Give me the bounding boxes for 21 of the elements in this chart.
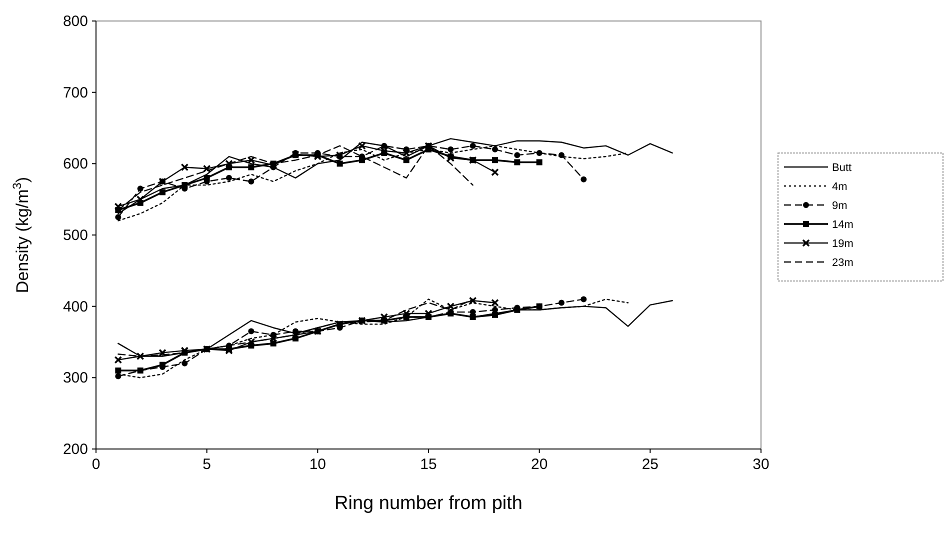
x-axis-title: Ring number from pith bbox=[334, 493, 522, 514]
x-tick-label: 30 bbox=[752, 456, 770, 473]
y-tick-label: 600 bbox=[62, 156, 88, 173]
legend-label: Butt bbox=[832, 162, 852, 174]
y-tick-label: 200 bbox=[62, 441, 88, 458]
legend-label: 23m bbox=[832, 257, 854, 269]
x-tick-label: 20 bbox=[530, 456, 548, 473]
x-tick-label: 25 bbox=[642, 456, 659, 473]
y-tick-label: 400 bbox=[62, 298, 88, 316]
y-tick-label: 300 bbox=[62, 370, 88, 387]
y-tick-label: 800 bbox=[62, 13, 88, 30]
legend-label: 14m bbox=[832, 219, 854, 231]
legend-label: 4m bbox=[832, 181, 848, 193]
y-tick-label: 700 bbox=[62, 84, 88, 102]
legend-label: 9m bbox=[832, 200, 848, 212]
x-tick-label: 5 bbox=[202, 456, 212, 473]
x-tick-label: 0 bbox=[92, 456, 100, 473]
x-tick-label: 15 bbox=[420, 456, 437, 473]
y-tick-label: 500 bbox=[62, 227, 88, 244]
x-tick-label: 10 bbox=[309, 456, 326, 473]
legend-label: 19m bbox=[832, 238, 854, 250]
